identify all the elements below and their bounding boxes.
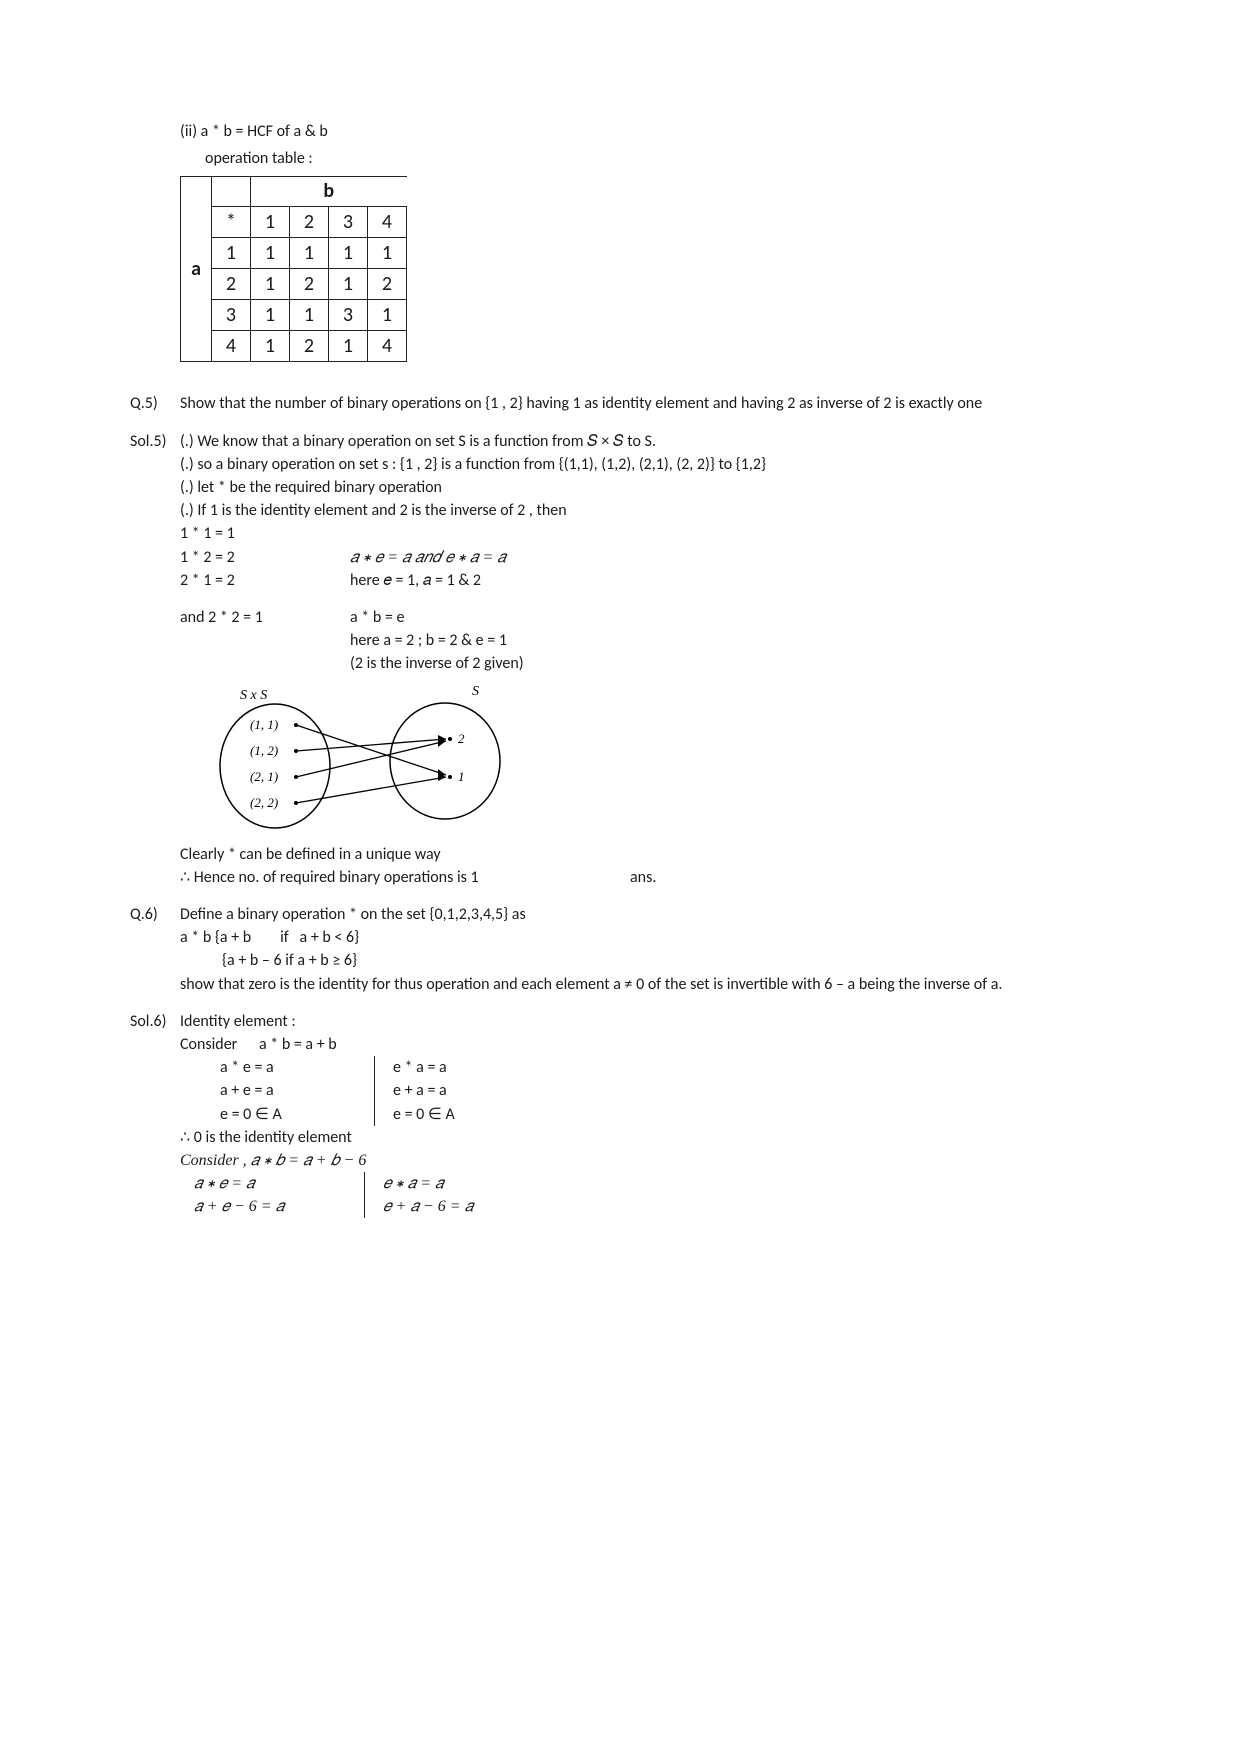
table-cell: 1 <box>251 269 290 300</box>
diagram-node: (1, 1) <box>250 717 278 732</box>
sol5-eq-right: here a = 2 ; b = 2 & e = 1 <box>350 629 524 652</box>
table-cell: 2 <box>212 269 251 300</box>
sol6-eq: 𝑒 + 𝑎 − 6 = 𝑎 <box>383 1195 473 1218</box>
sol6-eq: e = 0 ∈ A <box>220 1103 360 1126</box>
table-cell: 3 <box>212 300 251 331</box>
table-row: 1 1 1 1 1 <box>212 238 407 269</box>
q6-line: show that zero is the identity for thus … <box>180 973 1111 996</box>
hcf-line1: (ii) a * b = HCF of a & b <box>180 120 1111 143</box>
table-cell: 1 <box>290 300 329 331</box>
table-cell: 1 <box>251 238 290 269</box>
table-cell: * <box>212 207 251 238</box>
table-cell: 1 <box>329 269 368 300</box>
table-cell: 1 <box>251 207 290 238</box>
table-cell: 1 <box>251 300 290 331</box>
sol5-line: (.) so a binary operation on set s : {1 … <box>180 453 1111 476</box>
q5-label: Q.5) <box>130 392 180 415</box>
col-axis-label: b <box>251 177 407 207</box>
sol5-line: (.) We know that a binary operation on s… <box>180 430 1111 453</box>
sol6-eq: a * e = a <box>220 1056 360 1079</box>
sol6-eq: e = 0 ∈ A <box>393 1103 455 1126</box>
sol5-eq-left: and 2 * 2 = 1 <box>180 606 350 676</box>
sol6-label: Sol.6) <box>130 1010 180 1033</box>
sol6-heading: Identity element : <box>180 1010 1111 1033</box>
table-cell: 1 <box>368 300 407 331</box>
table-cell: 2 <box>290 269 329 300</box>
sol5-block: Sol.5) (.) We know that a binary operati… <box>130 430 1111 889</box>
table-cell: 1 <box>212 238 251 269</box>
sol5-conclusion: ∴ Hence no. of required binary operation… <box>180 866 630 889</box>
q6-line: {a + b – 6 if a + b ≥ 6} <box>180 949 1111 972</box>
answer-label: ans. <box>630 866 656 889</box>
sol5-line: (.) If 1 is the identity element and 2 i… <box>180 499 1111 522</box>
operation-table: a b * 1 2 3 4 1 1 1 1 1 2 1 <box>180 176 407 362</box>
sol6-eq: 𝑎 + 𝑒 − 6 = 𝑎 <box>194 1195 354 1218</box>
diagram-node: 1 <box>458 769 465 784</box>
table-cell: 1 <box>329 238 368 269</box>
diagram-node: (1, 2) <box>250 743 278 758</box>
table-row: 4 1 2 1 4 <box>212 331 407 362</box>
diagram-node: (2, 1) <box>250 769 278 784</box>
q6-line: a * b {a + b if a + b < 6} <box>180 926 1111 949</box>
table-cell: 1 <box>290 238 329 269</box>
sol5-eq-right: here 𝑒 = 1, 𝑎 = 1 & 2 <box>350 569 481 592</box>
sol5-eq-right: a * b = e <box>350 606 524 629</box>
sol5-eq-right: 𝑎 ∗ 𝑒 = 𝑎 𝑎𝑛𝑑 𝑒 ∗ 𝑎 = 𝑎 <box>350 546 506 569</box>
sol6-line: Consider a * b = a + b <box>180 1033 1111 1056</box>
sol6-eq: e + a = a <box>393 1079 455 1102</box>
table-cell: 1 <box>251 331 290 362</box>
q5-block: Q.5) Show that the number of binary oper… <box>130 392 1111 415</box>
diagram-node: (2, 2) <box>250 795 278 810</box>
diagram-left-label: S x S <box>240 688 267 703</box>
sol6-line: Consider , 𝑎 ∗ 𝑏 = 𝑎 + 𝑏 − 6 <box>180 1149 1111 1172</box>
table-cell: 4 <box>368 331 407 362</box>
hcf-section: (ii) a * b = HCF of a & b operation tabl… <box>130 120 1111 392</box>
sol6-eq: a + e = a <box>220 1079 360 1102</box>
sol5-eq: 1 * 1 = 1 <box>180 522 1111 545</box>
sol5-eq-left: 1 * 2 = 2 <box>180 546 350 569</box>
q6-label: Q.6) <box>130 903 180 926</box>
table-cell: 3 <box>329 300 368 331</box>
sol5-label: Sol.5) <box>130 430 180 453</box>
diagram-node: 2 <box>458 731 465 746</box>
q6-block: Q.6) Define a binary operation * on the … <box>130 903 1111 996</box>
table-row: 2 1 2 1 2 <box>212 269 407 300</box>
table-cell: 2 <box>368 269 407 300</box>
table-cell: 4 <box>212 331 251 362</box>
table-header-row: * 1 2 3 4 <box>212 207 407 238</box>
sol5-eq-left: 2 * 1 = 2 <box>180 569 350 592</box>
row-axis-label: a <box>180 176 211 362</box>
sol5-conclusion: Clearly * can be defined in a unique way <box>180 843 1111 866</box>
table-cell: 4 <box>368 207 407 238</box>
sol6-block: Sol.6) Identity element : Consider a * b… <box>130 1010 1111 1219</box>
sol5-line: (.) let * be the required binary operati… <box>180 476 1111 499</box>
sol6-eq: e * a = a <box>393 1056 455 1079</box>
q6-line: Define a binary operation * on the set {… <box>180 903 1111 926</box>
sol6-line: ∴ 0 is the identity element <box>180 1126 1111 1149</box>
table-cell: 3 <box>329 207 368 238</box>
table-cell: 2 <box>290 207 329 238</box>
sol5-eq-right: (2 is the inverse of 2 given) <box>350 652 524 675</box>
diagram-right-label: S <box>472 684 479 699</box>
q5-text: Show that the number of binary operation… <box>180 392 1111 415</box>
hcf-line2: operation table : <box>180 147 1111 170</box>
table-cell: 1 <box>368 238 407 269</box>
table-cell: 2 <box>290 331 329 362</box>
table-cell: 1 <box>329 331 368 362</box>
mapping-diagram: S x S S (1, 1) (1, 2) (2, 1) (2, 2) 2 1 <box>210 681 1111 838</box>
sol6-eq: 𝑒 ∗ 𝑎 = 𝑎 <box>383 1172 473 1195</box>
sol6-eq: 𝑎 ∗ 𝑒 = 𝑎 <box>194 1172 354 1195</box>
table-row: 3 1 1 3 1 <box>212 300 407 331</box>
